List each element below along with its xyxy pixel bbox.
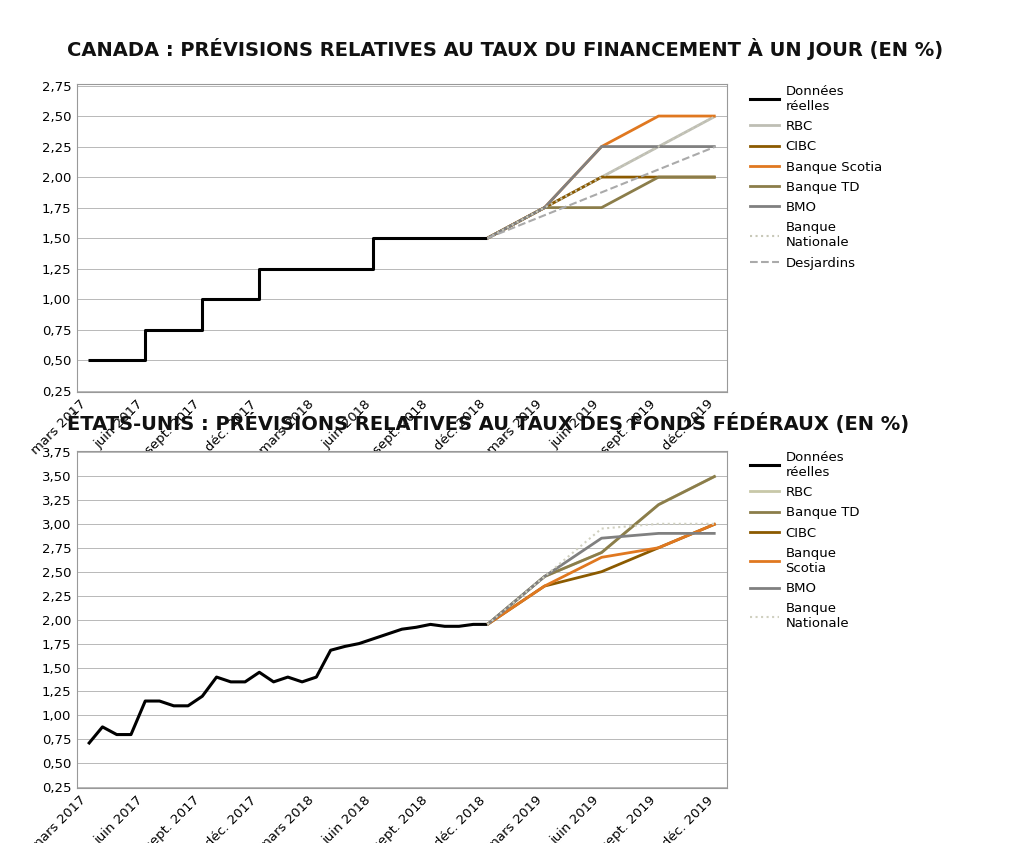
Text: ÉTATS-UNIS : PRÉVISIONS RELATIVES AU TAUX DES FONDS FÉDÉRAUX (EN %): ÉTATS-UNIS : PRÉVISIONS RELATIVES AU TAU… xyxy=(67,413,908,434)
Text: CANADA : PRÉVISIONS RELATIVES AU TAUX DU FINANCEMENT À UN JOUR (EN %): CANADA : PRÉVISIONS RELATIVES AU TAUX DU… xyxy=(67,38,943,60)
Legend: Données
réelles, RBC, Banque TD, CIBC, Banque
Scotia, BMO, Banque
Nationale: Données réelles, RBC, Banque TD, CIBC, B… xyxy=(750,451,859,631)
Legend: Données
réelles, RBC, CIBC, Banque Scotia, Banque TD, BMO, Banque
Nationale, Des: Données réelles, RBC, CIBC, Banque Scoti… xyxy=(750,85,882,270)
